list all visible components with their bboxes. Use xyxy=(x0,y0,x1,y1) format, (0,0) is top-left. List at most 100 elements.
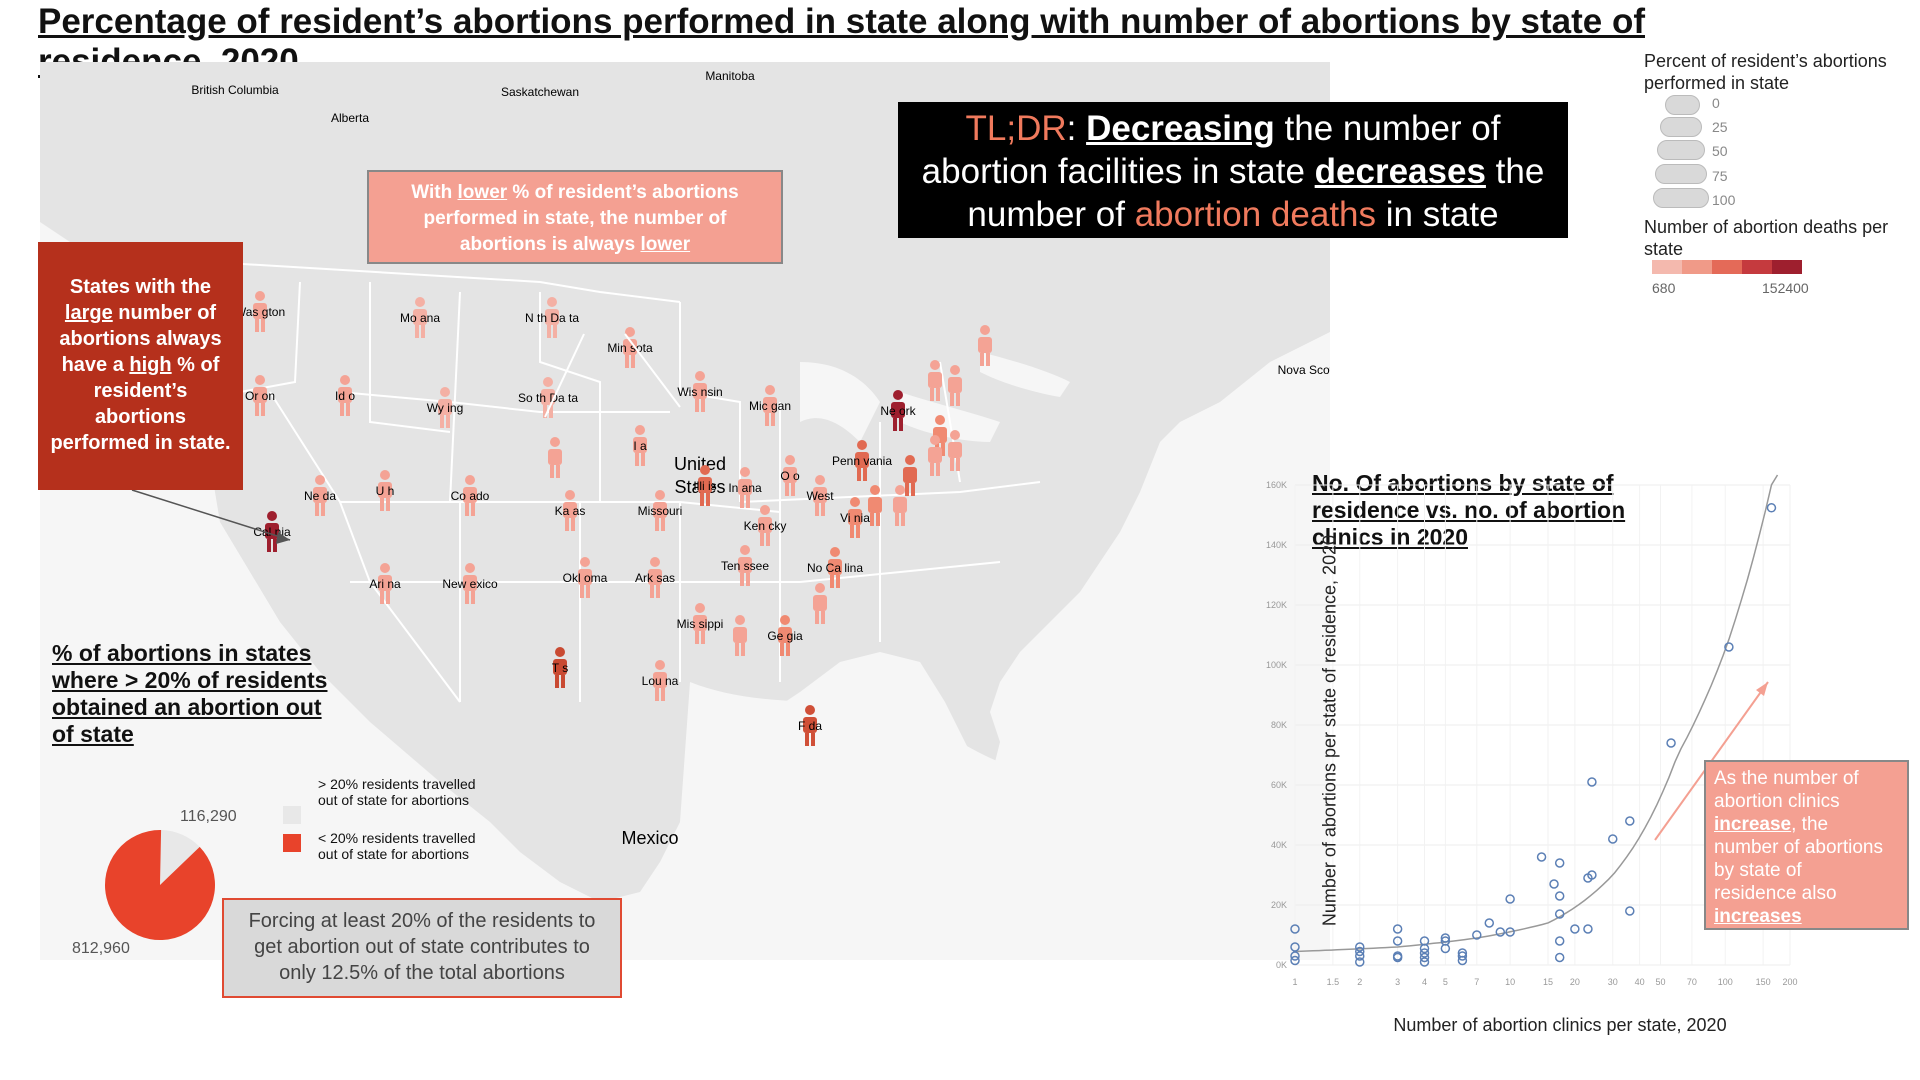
state-marker-wisconsin[interactable]: Wis nsin xyxy=(677,371,723,412)
state-marker-mississippi[interactable]: Mis sippi xyxy=(677,603,724,644)
state-marker-maryland[interactable] xyxy=(868,485,882,526)
person-icon-body xyxy=(623,339,637,355)
pie-legend-under20: < 20% residents travelled out of state f… xyxy=(318,830,476,862)
person-icon-head xyxy=(950,365,960,375)
state-marker-michigan[interactable]: Mic gan xyxy=(749,385,791,426)
state-marker-rhode-island[interactable] xyxy=(928,435,942,476)
state-marker-georgia[interactable]: Ge gia xyxy=(767,615,803,656)
person-icon-head xyxy=(930,360,940,370)
map-label-nova-scotia: Nova Scotia xyxy=(1278,363,1330,377)
state-marker-washington[interactable]: Was gton xyxy=(235,291,285,332)
state-marker-arkansas[interactable]: Ark sas xyxy=(635,557,675,598)
person-icon-head xyxy=(465,563,475,573)
state-marker-arizona[interactable]: Ari na xyxy=(369,563,401,604)
state-marker-new-york[interactable]: Ne ork xyxy=(880,390,917,431)
scatter-point xyxy=(1724,642,1734,652)
person-icon-leg-right xyxy=(346,403,350,416)
state-marker-new-hampshire[interactable] xyxy=(948,365,962,406)
state-marker-vermont[interactable] xyxy=(928,360,942,401)
person-icon-leg-right xyxy=(936,388,940,401)
state-marker-ohio[interactable]: O o xyxy=(780,455,800,496)
person-icon-body xyxy=(463,575,477,591)
person-icon-leg-left xyxy=(440,415,444,428)
person-icon-leg-left xyxy=(805,733,809,746)
scatter-x-tick-label: 1.5 xyxy=(1327,977,1340,987)
state-marker-texas[interactable]: T s xyxy=(552,647,568,688)
state-marker-alabama[interactable] xyxy=(733,615,747,656)
person-icon-head xyxy=(785,455,795,465)
scatter-points xyxy=(1290,503,1777,967)
state-marker-connecticut[interactable] xyxy=(948,430,962,471)
scatter-point xyxy=(1290,942,1300,952)
state-marker-delaware[interactable] xyxy=(893,485,907,526)
person-icon-body xyxy=(803,717,817,733)
legend-color-swatch-2 xyxy=(1682,260,1712,274)
state-marker-kentucky[interactable]: Ken cky xyxy=(744,505,787,546)
person-icon-body xyxy=(948,377,962,393)
person-icon-leg-left xyxy=(255,319,259,332)
state-marker-indiana[interactable]: In ana xyxy=(728,467,762,508)
state-marker-virginia[interactable]: Vi nia xyxy=(840,497,870,538)
state-marker-wyoming[interactable]: Wy ing xyxy=(427,387,464,428)
state-label: Lou na xyxy=(642,674,679,688)
scatter-point xyxy=(1570,924,1580,934)
person-icon-leg-left xyxy=(340,403,344,416)
person-icon-body xyxy=(928,447,942,463)
person-icon-head xyxy=(550,437,560,447)
state-marker-nebraska[interactable] xyxy=(548,437,562,478)
person-icon-head xyxy=(815,475,825,485)
state-marker-idaho[interactable]: Id o xyxy=(335,375,355,416)
scatter-x-ticks: 1 1.5 2 3 4 5 7 10 15 20 30 40 50 70 100 150 200 xyxy=(1292,977,1797,987)
state-marker-new-jersey[interactable] xyxy=(903,455,917,496)
state-marker-kansas[interactable]: Ka as xyxy=(555,490,586,531)
state-marker-minnesota[interactable]: Min sota xyxy=(607,327,653,368)
state-marker-florida[interactable]: F da xyxy=(798,705,822,746)
person-icon-leg-left xyxy=(830,575,834,588)
person-icon-head xyxy=(780,615,790,625)
state-marker-west-virginia[interactable]: West xyxy=(806,475,834,516)
state-marker-montana[interactable]: Mo ana xyxy=(400,297,440,338)
person-icon-leg-left xyxy=(980,353,984,366)
state-marker-maine[interactable] xyxy=(978,325,992,366)
state-marker-colorado[interactable]: Co ado xyxy=(451,475,490,516)
person-icon-body xyxy=(463,487,477,503)
person-icon-body xyxy=(813,595,827,611)
legend-size-label-0: 0 xyxy=(1712,95,1720,111)
state-label: O o xyxy=(780,469,800,483)
state-label: Ne ork xyxy=(880,404,916,418)
state-marker-illinois[interactable]: Illi is xyxy=(693,465,717,506)
state-marker-missouri[interactable]: Missouri xyxy=(638,490,683,531)
state-marker-utah[interactable]: U h xyxy=(376,470,395,511)
state-marker-north-dakota[interactable]: N th Da ta xyxy=(525,297,579,338)
person-icon-head xyxy=(543,377,553,387)
state-marker-south-carolina[interactable] xyxy=(813,583,827,624)
person-icon-leg-left xyxy=(635,453,639,466)
person-icon-body xyxy=(545,309,559,325)
person-icon-leg-left xyxy=(655,688,659,701)
person-icon-leg-left xyxy=(893,418,897,431)
state-marker-oregon[interactable]: Or on xyxy=(245,375,275,416)
person-icon-head xyxy=(555,647,565,657)
legend-size-swatch-75 xyxy=(1655,164,1707,184)
state-marker-new-mexico[interactable]: New exico xyxy=(442,563,498,604)
person-icon-leg-left xyxy=(267,539,271,552)
scatter-trendline xyxy=(1294,474,1779,953)
person-icon-body xyxy=(578,569,592,585)
person-icon-leg-left xyxy=(740,573,744,586)
state-marker-oklahoma[interactable]: Okl oma xyxy=(563,557,608,598)
scatter-point xyxy=(1554,891,1565,901)
person-icon-leg-left xyxy=(465,503,469,516)
state-marker-tennessee[interactable]: Ten ssee xyxy=(721,545,769,586)
state-marker-north-carolina[interactable]: No Ca lina xyxy=(807,547,863,588)
state-marker-iowa[interactable]: I a xyxy=(633,425,647,466)
tldr-box: TL;DR: Decreasing the number of abortion… xyxy=(898,102,1568,238)
great-lakes xyxy=(800,352,1070,442)
state-marker-south-dakota[interactable]: So th Da ta xyxy=(518,377,578,418)
state-marker-nevada[interactable]: Ne da xyxy=(304,475,336,516)
person-icon-head xyxy=(857,440,867,450)
map-label-manitoba: Manitoba xyxy=(705,69,755,83)
scatter-y-tick-label: 60K xyxy=(1271,780,1287,790)
state-marker-pennsylvania[interactable]: Penn vania xyxy=(832,440,892,481)
state-marker-louisiana[interactable]: Lou na xyxy=(642,660,679,701)
scatter-point xyxy=(1419,936,1430,946)
